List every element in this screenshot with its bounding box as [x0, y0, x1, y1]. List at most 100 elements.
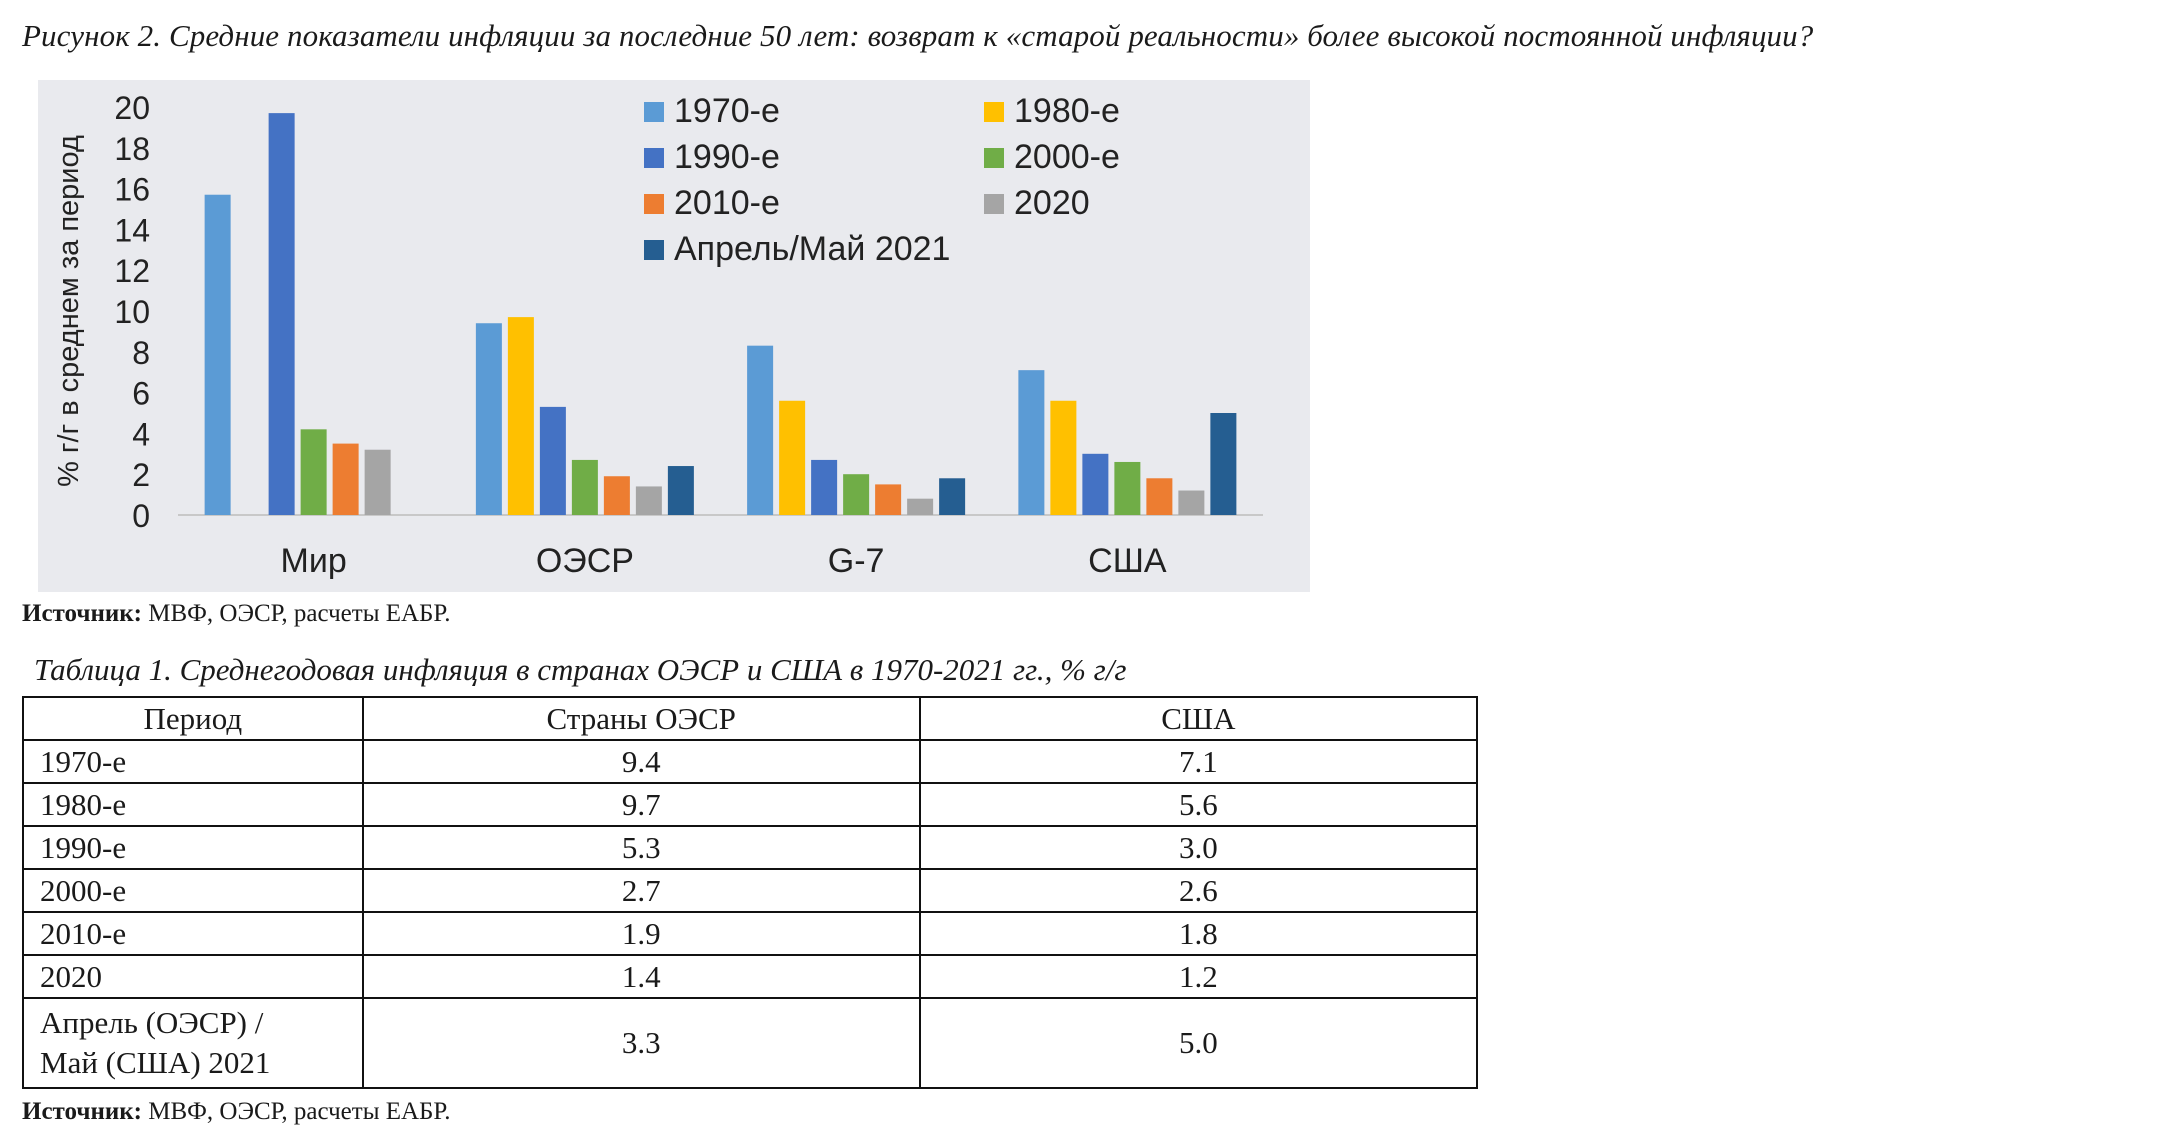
bar: [907, 498, 934, 515]
cell-oecd: 3.3: [361, 997, 921, 1089]
cell-period: 1990-е: [22, 825, 364, 870]
table-caption: Таблица 1. Среднегодовая инфляция в стра…: [34, 652, 1127, 687]
legend-swatch: [644, 240, 664, 260]
chart-svg: % г/г в среднем за период 0 2 4 6 8 10 12 14 16 18…: [53, 90, 1263, 580]
table-row: 1990-е 5.3 3.0: [22, 825, 1479, 870]
cell-period: 1980-е: [22, 782, 364, 827]
bar: [667, 466, 694, 515]
bar: [1146, 478, 1173, 515]
bar: [1018, 370, 1045, 515]
source-label: Источник:: [22, 1098, 142, 1125]
table-row: 2000-е 2.7 2.6: [22, 868, 1479, 913]
cell-usa: 1.2: [918, 954, 1479, 999]
chart-source: Источник: МВФ, ОЭСР, расчеты ЕАБР.: [22, 600, 450, 628]
bar: [1210, 413, 1237, 515]
cell-oecd: 1.9: [361, 911, 921, 956]
x-tick-label: США: [1088, 542, 1167, 580]
cell-period: 2010-е: [22, 911, 364, 956]
cell-oecd: 2.7: [361, 868, 921, 913]
bar: [603, 476, 630, 515]
table-row: 1970-е 9.4 7.1: [22, 739, 1479, 784]
bar: [1178, 490, 1205, 515]
bar: [1082, 453, 1109, 515]
y-tick-label: 18: [114, 131, 150, 167]
header-oecd: Страны ОЭСР: [361, 696, 921, 741]
cell-period-line2: Май (США) 2021: [40, 1045, 271, 1080]
cell-period: 2000-е: [22, 868, 364, 913]
bar: [475, 323, 502, 515]
cell-usa: 1.8: [918, 911, 1479, 956]
legend-label: 2020: [1014, 184, 1090, 222]
bar: [507, 317, 534, 515]
table-header-row: Период Страны ОЭСР США: [22, 696, 1479, 741]
y-tick-label: 16: [114, 172, 150, 208]
y-tick-label: 10: [114, 294, 150, 330]
bar: [332, 443, 359, 515]
legend-swatch: [984, 148, 1004, 168]
cell-usa: 3.0: [918, 825, 1479, 870]
source-text: МВФ, ОЭСР, расчеты ЕАБР.: [141, 1098, 451, 1125]
legend-swatch: [984, 194, 1004, 214]
table-row: Апрель (ОЭСР) / Май (США) 2021 3.3 5.0: [22, 997, 1479, 1089]
legend-label: 1990-е: [674, 138, 780, 176]
cell-period: 1970-е: [22, 739, 364, 784]
bar: [1114, 461, 1141, 515]
cell-oecd: 9.4: [361, 739, 921, 784]
bar: [1050, 400, 1077, 515]
source-label: Источник:: [22, 600, 142, 627]
bar: [204, 194, 231, 515]
bar: [939, 478, 966, 515]
table-row: 2020 1.4 1.2: [22, 954, 1479, 999]
cell-oecd: 5.3: [361, 825, 921, 870]
legend-label: 2010-е: [674, 184, 780, 222]
legend-label: 2000-е: [1014, 138, 1120, 176]
bar: [779, 400, 806, 515]
header-period: Период: [22, 696, 364, 741]
cell-usa: 2.6: [918, 868, 1479, 913]
bar: [811, 459, 838, 515]
bar: [364, 449, 391, 515]
x-tick-label: Мир: [281, 542, 347, 580]
bar: [268, 113, 295, 515]
cell-usa: 7.1: [918, 739, 1479, 784]
figure-caption: Рисунок 2. Средние показатели инфляции з…: [22, 18, 1814, 53]
bar: [843, 474, 870, 515]
header-usa: США: [918, 696, 1479, 741]
inflation-table: Период Страны ОЭСР США 1970-е 9.4 7.1 19…: [22, 696, 1479, 1089]
legend-label: 1970-е: [674, 92, 780, 130]
y-tick-label: 0: [132, 498, 150, 534]
x-tick-label: ОЭСР: [536, 542, 634, 580]
cell-usa: 5.6: [918, 782, 1479, 827]
legend-swatch: [984, 102, 1004, 122]
y-tick-label: 20: [114, 90, 150, 126]
x-tick-label: G-7: [828, 542, 885, 580]
legend-label: 1980-е: [1014, 92, 1120, 130]
table-source: Источник: МВФ, ОЭСР, расчеты ЕАБР.: [22, 1098, 450, 1126]
bar: [875, 484, 902, 515]
cell-usa: 5.0: [918, 997, 1479, 1089]
legend-swatch: [644, 194, 664, 214]
legend-label: Апрель/Май 2021: [674, 230, 950, 268]
cell-oecd: 9.7: [361, 782, 921, 827]
bar: [747, 345, 774, 515]
y-tick-label: 2: [132, 457, 150, 493]
legend-swatch: [644, 148, 664, 168]
y-tick-label: 14: [114, 212, 150, 248]
table-row: 1980-е 9.7 5.6: [22, 782, 1479, 827]
bar: [539, 406, 566, 515]
y-tick-label: 12: [114, 253, 150, 289]
cell-period: Апрель (ОЭСР) / Май (США) 2021: [22, 997, 364, 1089]
legend-swatch: [644, 102, 664, 122]
inflation-bar-chart: % г/г в среднем за период 0 2 4 6 8 10 12 14 16 18…: [38, 80, 1310, 592]
y-tick-label: 8: [132, 335, 150, 371]
cell-period-line1: Апрель (ОЭСР) /: [40, 1005, 264, 1040]
table-row: 2010-е 1.9 1.8: [22, 911, 1479, 956]
cell-period: 2020: [22, 954, 364, 999]
bar: [571, 459, 598, 515]
y-axis-label: % г/г в среднем за период: [53, 135, 85, 487]
y-tick-label: 4: [132, 416, 150, 452]
bar: [300, 429, 327, 515]
y-tick-label: 6: [132, 376, 150, 412]
cell-oecd: 1.4: [361, 954, 921, 999]
source-text: МВФ, ОЭСР, расчеты ЕАБР.: [141, 600, 451, 627]
